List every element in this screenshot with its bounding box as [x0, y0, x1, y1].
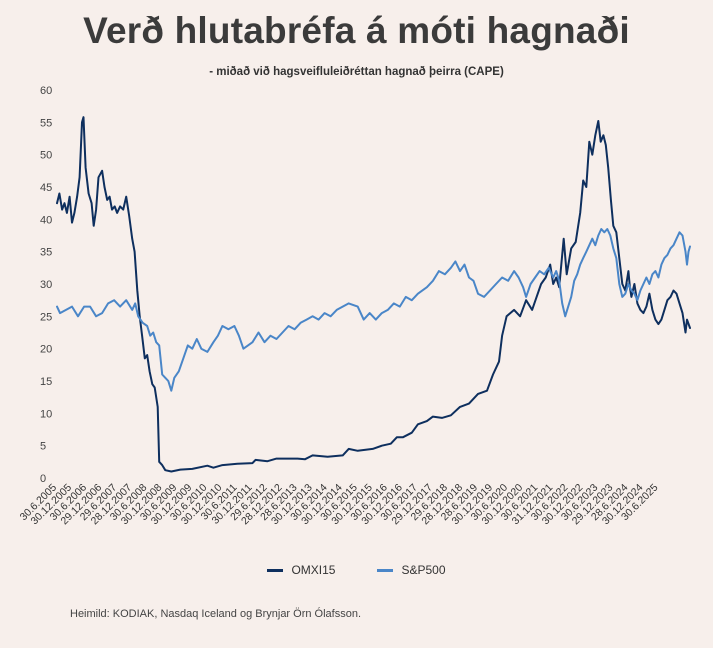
y-tick-label: 60 [40, 85, 52, 97]
chart-subtitle: - miðað við hagsveifluleiðréttan hagnað … [209, 66, 504, 78]
y-tick-label: 0 [40, 473, 46, 485]
legend-label-omxi15: OMXI15 [291, 563, 336, 577]
legend-swatch-omxi15 [267, 568, 284, 572]
legend-item-omxi15: OMXI15 [267, 563, 335, 577]
y-tick-label: 25 [40, 311, 52, 323]
line-chart: 05101520253035404550556030.6.200530.12.2… [18, 85, 691, 527]
y-tick-label: 5 [40, 441, 46, 453]
y-tick-label: 15 [40, 376, 52, 388]
y-tick-label: 20 [40, 344, 52, 356]
source-note: Heimild: KODIAK, Nasdaq Iceland og Brynj… [70, 608, 362, 620]
y-tick-label: 55 [40, 117, 52, 129]
chart-legend: OMXI15 S&P500 [0, 563, 713, 577]
chart-title: Verð hlutabréfa á móti hagnaði [83, 10, 630, 51]
y-tick-label: 50 [40, 150, 52, 162]
y-tick-label: 10 [40, 408, 52, 420]
y-tick-label: 35 [40, 247, 52, 259]
y-tick-label: 45 [40, 182, 52, 194]
series-line-omxi15 [56, 116, 691, 473]
series-line-sp500 [56, 228, 691, 392]
y-tick-label: 30 [40, 279, 52, 291]
legend-swatch-sp500 [377, 568, 394, 572]
legend-item-sp500: S&P500 [377, 563, 446, 577]
y-tick-label: 40 [40, 214, 52, 226]
legend-label-sp500: S&P500 [401, 563, 446, 577]
